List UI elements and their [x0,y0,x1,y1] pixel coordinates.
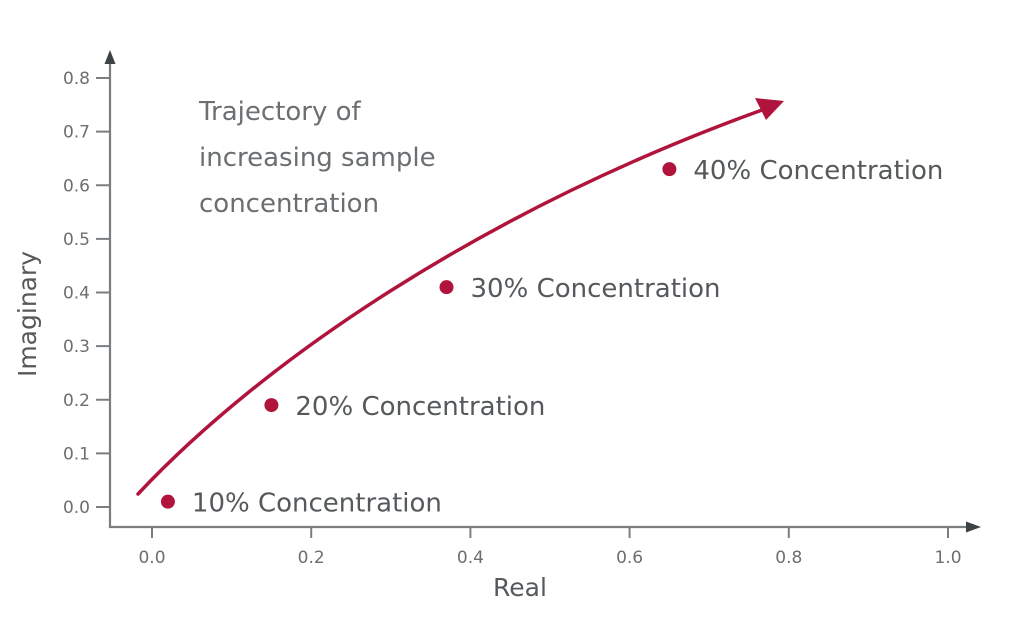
point-label: 20% Concentration [295,392,545,422]
x-axis-title: Real [493,573,547,602]
x-tick: 0.8 [775,527,802,568]
y-tick: 0.2 [63,391,110,411]
y-tick: 0.4 [63,284,110,304]
trajectory-annotation: Trajectory of increasing sample concentr… [198,97,444,219]
point-marker-icon [264,398,279,413]
y-tick-label: 0.6 [63,176,90,196]
y-tick-label: 0.7 [63,123,90,143]
x-tick-label: 0.6 [616,548,643,568]
data-point: 20% Concentration [264,392,545,422]
y-tick: 0.7 [63,123,110,143]
y-tick: 0.3 [63,337,110,357]
y-tick: 0.1 [63,444,110,464]
point-marker-icon [662,162,677,177]
y-axis-title: Imaginary [13,251,42,377]
y-tick-label: 0.1 [63,444,90,464]
data-point: 40% Concentration [662,156,943,186]
point-label: 30% Concentration [471,274,721,304]
point-label: 40% Concentration [693,156,943,186]
x-tick-label: 1.0 [934,548,961,568]
y-axis: 0.0 0.1 0.2 0.3 0.4 0.5 0.6 0.7 0.8 [63,50,116,528]
x-tick: 0.4 [457,527,484,568]
x-tick: 1.0 [934,527,962,568]
x-tick-label: 0.4 [457,548,484,568]
y-tick-label: 0.4 [63,284,90,304]
point-label: 10% Concentration [192,489,442,519]
data-points: 10% Concentration 20% Concentration 30% Co… [160,156,943,519]
x-tick-label: 0.0 [138,548,165,568]
y-tick: 0.6 [63,176,110,196]
y-tick: 0.5 [63,230,110,250]
y-tick-label: 0.8 [63,69,90,89]
data-point: 30% Concentration [439,274,721,304]
point-marker-icon [160,494,175,509]
x-tick: 0.2 [298,527,325,568]
trajectory-arrow [136,98,784,496]
arrowhead-icon [755,98,784,120]
x-tick-label: 0.2 [298,548,325,568]
x-tick: 0.0 [138,527,166,568]
y-tick-label: 0.0 [63,498,90,518]
y-tick-label: 0.2 [63,391,90,411]
point-marker-icon [439,280,454,295]
x-axis-arrow-icon [966,521,981,533]
data-point: 10% Concentration [160,489,442,519]
y-tick: 0.8 [63,69,110,89]
x-axis: 0.0 0.2 0.4 0.6 0.8 1.0 [109,521,981,568]
y-axis-arrow-icon [104,50,116,64]
x-tick-label: 0.8 [775,548,802,568]
y-tick: 0.0 [63,498,110,518]
x-tick: 0.6 [616,527,643,568]
y-tick-label: 0.3 [63,337,90,357]
y-tick-label: 0.5 [63,230,90,250]
